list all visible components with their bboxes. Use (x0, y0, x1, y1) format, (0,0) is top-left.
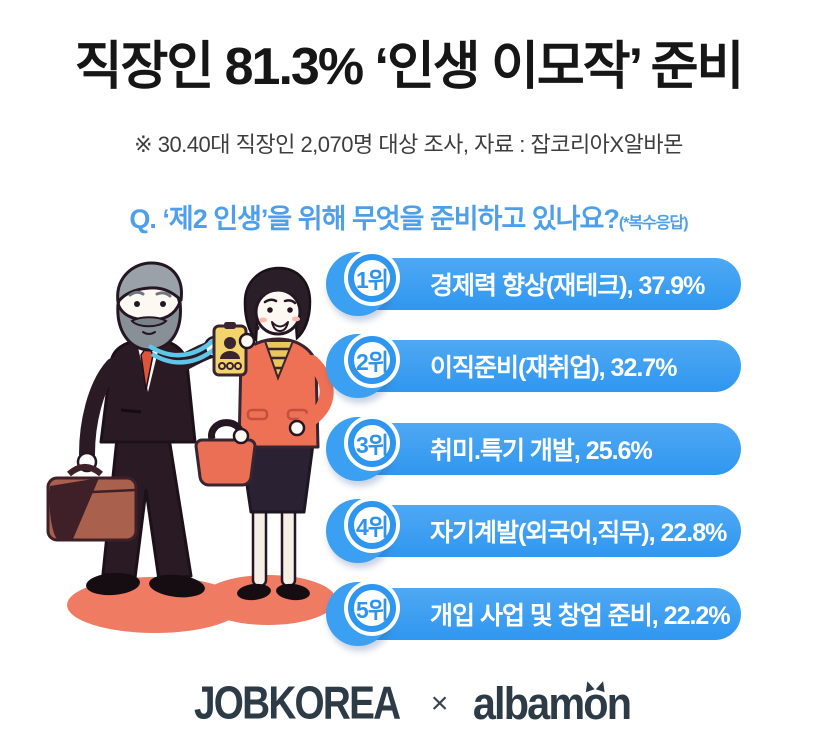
rank-label: 경제력 향상(재테크), 37.9% (430, 272, 705, 300)
rank-item-4: 4위 자기계발(외국어,직무), 22.8% (326, 499, 741, 563)
handbag-icon (194, 419, 257, 487)
albamon-logo-text: n (607, 678, 632, 729)
man-figure (46, 261, 205, 598)
rank-badge: 5위 (348, 584, 396, 632)
page-title: 직장인 81.3% ‘인생 이모작’ 준비 (74, 38, 745, 96)
rank-label: 개입 사업 및 창업 준비, 22.2% (430, 602, 731, 630)
rank-badge: 2위 (348, 336, 396, 384)
woman-head (243, 266, 312, 344)
workers-illustration (46, 261, 335, 633)
rank-label: 취미.특기 개발, 25.6% (430, 437, 653, 465)
rank-badge: 4위 (348, 501, 396, 549)
collab-x-icon: × (430, 687, 449, 720)
albamon-horned-o-icon: o (583, 678, 609, 729)
survey-note: ※ 30.40대 직장인 2,070명 대상 조사, 자료 : 잡코리아X알바몬 (134, 132, 683, 157)
woman-figure (237, 266, 334, 601)
albamon-logo: albamon (473, 678, 632, 730)
rank-item-1: 1위 경제력 향상(재테크), 37.9% (326, 252, 741, 316)
rank-badge: 1위 (348, 254, 396, 302)
survey-question-text: Q. ‘제2 인생’을 위해 무엇을 준비하고 있나요? (129, 204, 619, 234)
rank-badge: 3위 (348, 419, 396, 467)
rank-label: 자기계발(외국어,직무), 22.8% (430, 519, 727, 547)
footer-logos: JOBKOREA × albamon (0, 676, 817, 732)
rank-item-2: 2위 이직준비(재취업), 32.7% (326, 334, 741, 398)
rank-item-3: 3위 취미.특기 개발, 25.6% (326, 417, 741, 481)
multiple-response-note: (*복수응답) (618, 215, 689, 232)
id-badge-icon (212, 322, 248, 377)
albamon-logo-text: albam (473, 678, 585, 729)
rank-label: 이직준비(재취업), 32.7% (430, 354, 677, 382)
earring-icon (254, 325, 260, 331)
jobkorea-logo: JOBKOREA (193, 677, 401, 730)
striped-top (263, 340, 295, 381)
survey-question: Q. ‘제2 인생’을 위해 무엇을 준비하고 있나요?(*복수응답) (0, 197, 817, 236)
rank-item-5: 5위 개입 사업 및 창업 준비, 22.2% (326, 582, 741, 646)
briefcase-icon (46, 464, 138, 542)
man-head (116, 261, 183, 352)
